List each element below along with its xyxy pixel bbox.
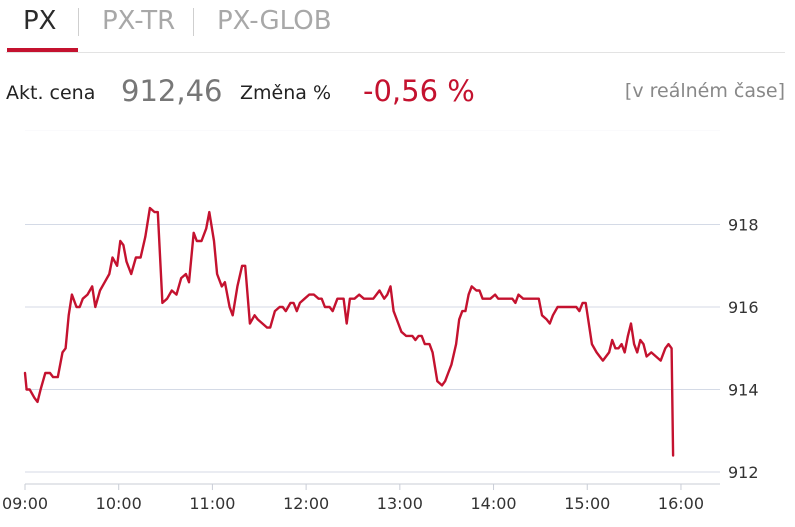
x-tick-label: 16:00 <box>658 494 704 513</box>
index-tabs: PX PX-TR PX-GLOB <box>0 0 795 54</box>
active-tab-indicator <box>7 48 78 52</box>
price-series-line <box>23 206 675 457</box>
intraday-line-chart: 912 914 916 918 09:00 10:00 11:00 12:00 13:00 14:… <box>2 130 759 513</box>
x-tick-label: 10:00 <box>96 494 142 513</box>
realtime-note: [v reálném čase] <box>624 80 785 102</box>
change-percent-value: -0,56 % <box>363 74 475 108</box>
y-tick-label: 918 <box>728 216 759 235</box>
y-tick-label: 914 <box>728 381 759 400</box>
x-tick-label: 11:00 <box>189 494 235 513</box>
current-price-label: Akt. cena <box>6 82 96 104</box>
tab-px-glob[interactable]: PX-GLOB <box>217 6 332 36</box>
quote-summary: Akt. cena 912,46 Změna % -0,56 % [v reál… <box>0 70 795 114</box>
x-tick-label: 13:00 <box>377 494 423 513</box>
tabs-divider <box>6 52 785 53</box>
x-tick-label: 09:00 <box>2 494 48 513</box>
y-tick-label: 912 <box>728 463 759 482</box>
change-percent-label: Změna % <box>240 82 331 104</box>
y-tick-label: 916 <box>728 298 759 317</box>
tab-px-tr[interactable]: PX-TR <box>102 6 176 36</box>
tab-separator <box>78 8 79 36</box>
x-tick-label: 14:00 <box>470 494 516 513</box>
tab-px[interactable]: PX <box>23 6 57 36</box>
tab-separator <box>193 8 194 36</box>
current-price-value: 912,46 <box>121 74 223 108</box>
x-tick-label: 15:00 <box>564 494 610 513</box>
x-tick-label: 12:00 <box>283 494 329 513</box>
